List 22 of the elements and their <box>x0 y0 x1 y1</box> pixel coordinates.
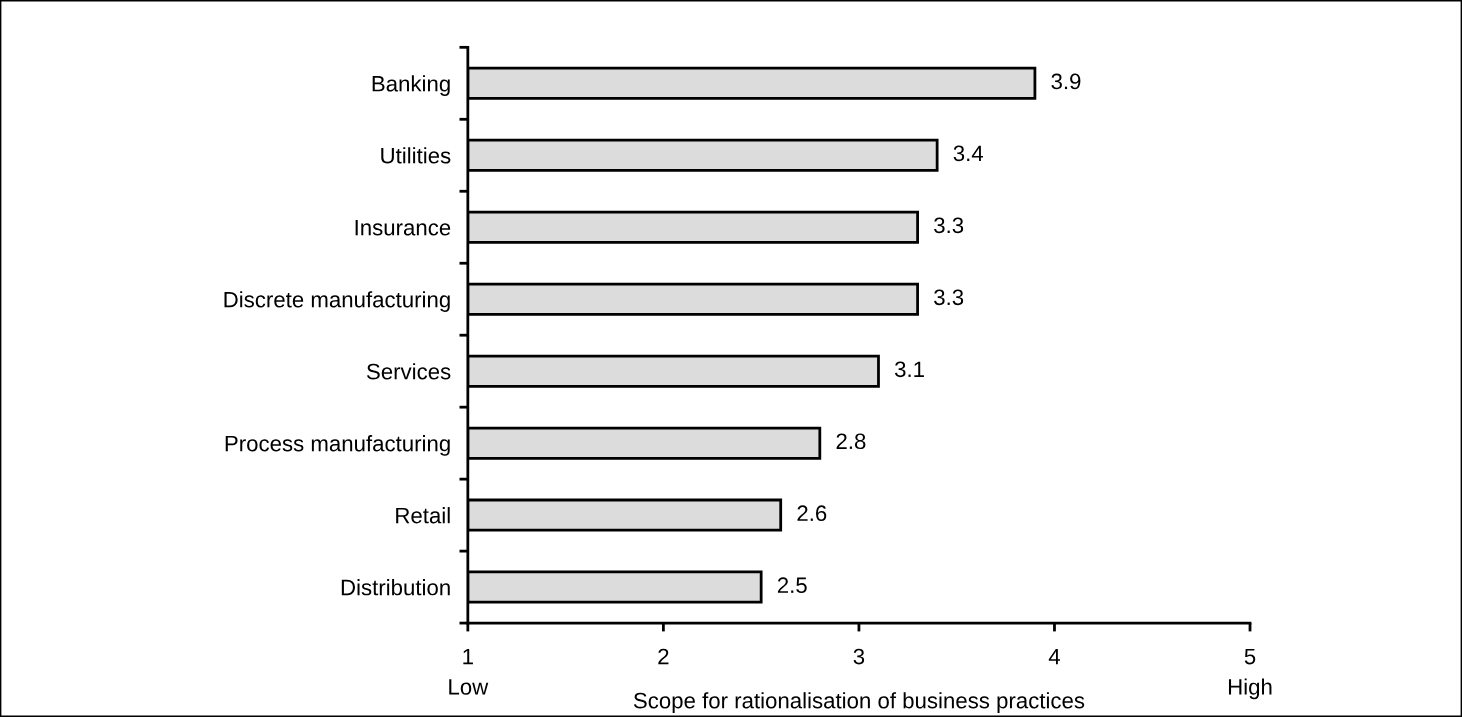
y-tick-label: Discrete manufacturing <box>224 291 450 312</box>
x-tick-label: 4 <box>1048 648 1060 665</box>
y-tick-label: Services <box>366 363 451 380</box>
data-label: 3.3 <box>934 289 964 306</box>
y-tick-label: Banking <box>372 75 450 96</box>
y-tick-label: Insurance <box>355 220 451 236</box>
x-tick-label: 5 High <box>1228 648 1272 700</box>
x-tick-label: 3 <box>853 648 865 665</box>
y-tick-label: Utilities <box>381 147 451 164</box>
y-tick-label: Process manufacturing <box>225 435 450 456</box>
y-tick-label: Distribution <box>341 579 450 596</box>
x-tick-label: 2 <box>658 648 669 665</box>
x-axis-title: Scope for rationalisation of business practices <box>633 692 1085 713</box>
x-tick-label: 1 Low <box>449 648 489 695</box>
data-label: 3.9 <box>1051 73 1081 90</box>
data-label: 2.8 <box>836 433 866 450</box>
data-label: 2.6 <box>797 505 827 522</box>
y-tick-label: Retail <box>396 507 450 524</box>
data-label: 3.3 <box>934 217 964 234</box>
data-label: 2.5 <box>777 577 807 594</box>
data-label: 3.1 <box>894 361 924 378</box>
data-label: 3.4 <box>953 145 984 162</box>
